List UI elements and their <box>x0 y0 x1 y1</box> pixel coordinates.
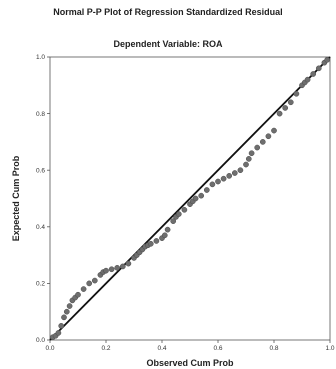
data-point <box>80 286 87 292</box>
y-tick-label: 0.8 <box>36 111 45 118</box>
data-point <box>170 218 177 224</box>
y-tick-label: 0.6 <box>36 167 45 174</box>
data-point <box>310 71 317 77</box>
data-point <box>203 187 210 193</box>
y-tick-label: 0.4 <box>36 224 45 231</box>
data-point <box>220 175 227 182</box>
data-point <box>119 263 126 270</box>
data-point <box>282 105 289 111</box>
data-point <box>161 232 168 239</box>
data-point <box>271 127 277 134</box>
x-tick-label: 0.2 <box>101 345 110 352</box>
x-tick-label: 0.0 <box>45 345 54 352</box>
data-point <box>245 156 252 162</box>
data-point <box>147 240 154 247</box>
reference-line <box>49 56 331 341</box>
data-point <box>58 323 65 329</box>
data-point <box>63 308 70 315</box>
data-point <box>231 170 238 176</box>
data-point <box>192 195 199 202</box>
data-point <box>153 238 160 244</box>
data-point <box>103 267 109 274</box>
data-point <box>175 211 182 217</box>
data-point <box>75 291 81 298</box>
x-tick-label: 0.6 <box>213 345 222 352</box>
data-point <box>276 110 283 117</box>
data-point <box>215 178 221 185</box>
x-tick-label: 0.8 <box>269 345 278 352</box>
data-point <box>91 277 98 284</box>
y-tick-label: 0.0 <box>36 337 45 344</box>
data-point <box>324 56 331 63</box>
data-point <box>287 99 294 106</box>
x-axis-label: Observed Cum Prob <box>146 358 234 368</box>
chart-subtitle: Dependent Variable: ROA <box>113 39 223 49</box>
data-point <box>254 144 261 151</box>
x-tick-label: 1.0 <box>325 345 334 352</box>
data-point <box>237 167 244 174</box>
plot-frame <box>49 56 331 341</box>
data-point <box>114 264 121 271</box>
data-point <box>108 266 115 273</box>
data-point <box>248 150 255 157</box>
data-point <box>226 173 233 179</box>
data-point <box>209 181 216 188</box>
data-point <box>61 314 67 321</box>
y-axis-label: Expected Cum Prob <box>11 155 21 241</box>
data-point <box>198 192 205 199</box>
data-point <box>315 65 322 72</box>
x-tick-label: 0.4 <box>157 345 166 352</box>
data-point <box>293 90 300 97</box>
y-tick-label: 1.0 <box>36 54 45 61</box>
data-point <box>164 226 171 233</box>
data-point <box>55 330 62 336</box>
data-point <box>86 280 93 287</box>
data-point <box>243 161 249 168</box>
chart-title: Normal P-P Plot of Regression Standardiz… <box>53 7 283 17</box>
data-point <box>125 260 132 267</box>
data-point <box>259 139 266 145</box>
y-tick-label: 0.2 <box>36 281 45 288</box>
data-point <box>265 133 272 140</box>
data-point <box>304 76 311 83</box>
data-point <box>66 303 73 309</box>
data-point <box>181 206 188 213</box>
